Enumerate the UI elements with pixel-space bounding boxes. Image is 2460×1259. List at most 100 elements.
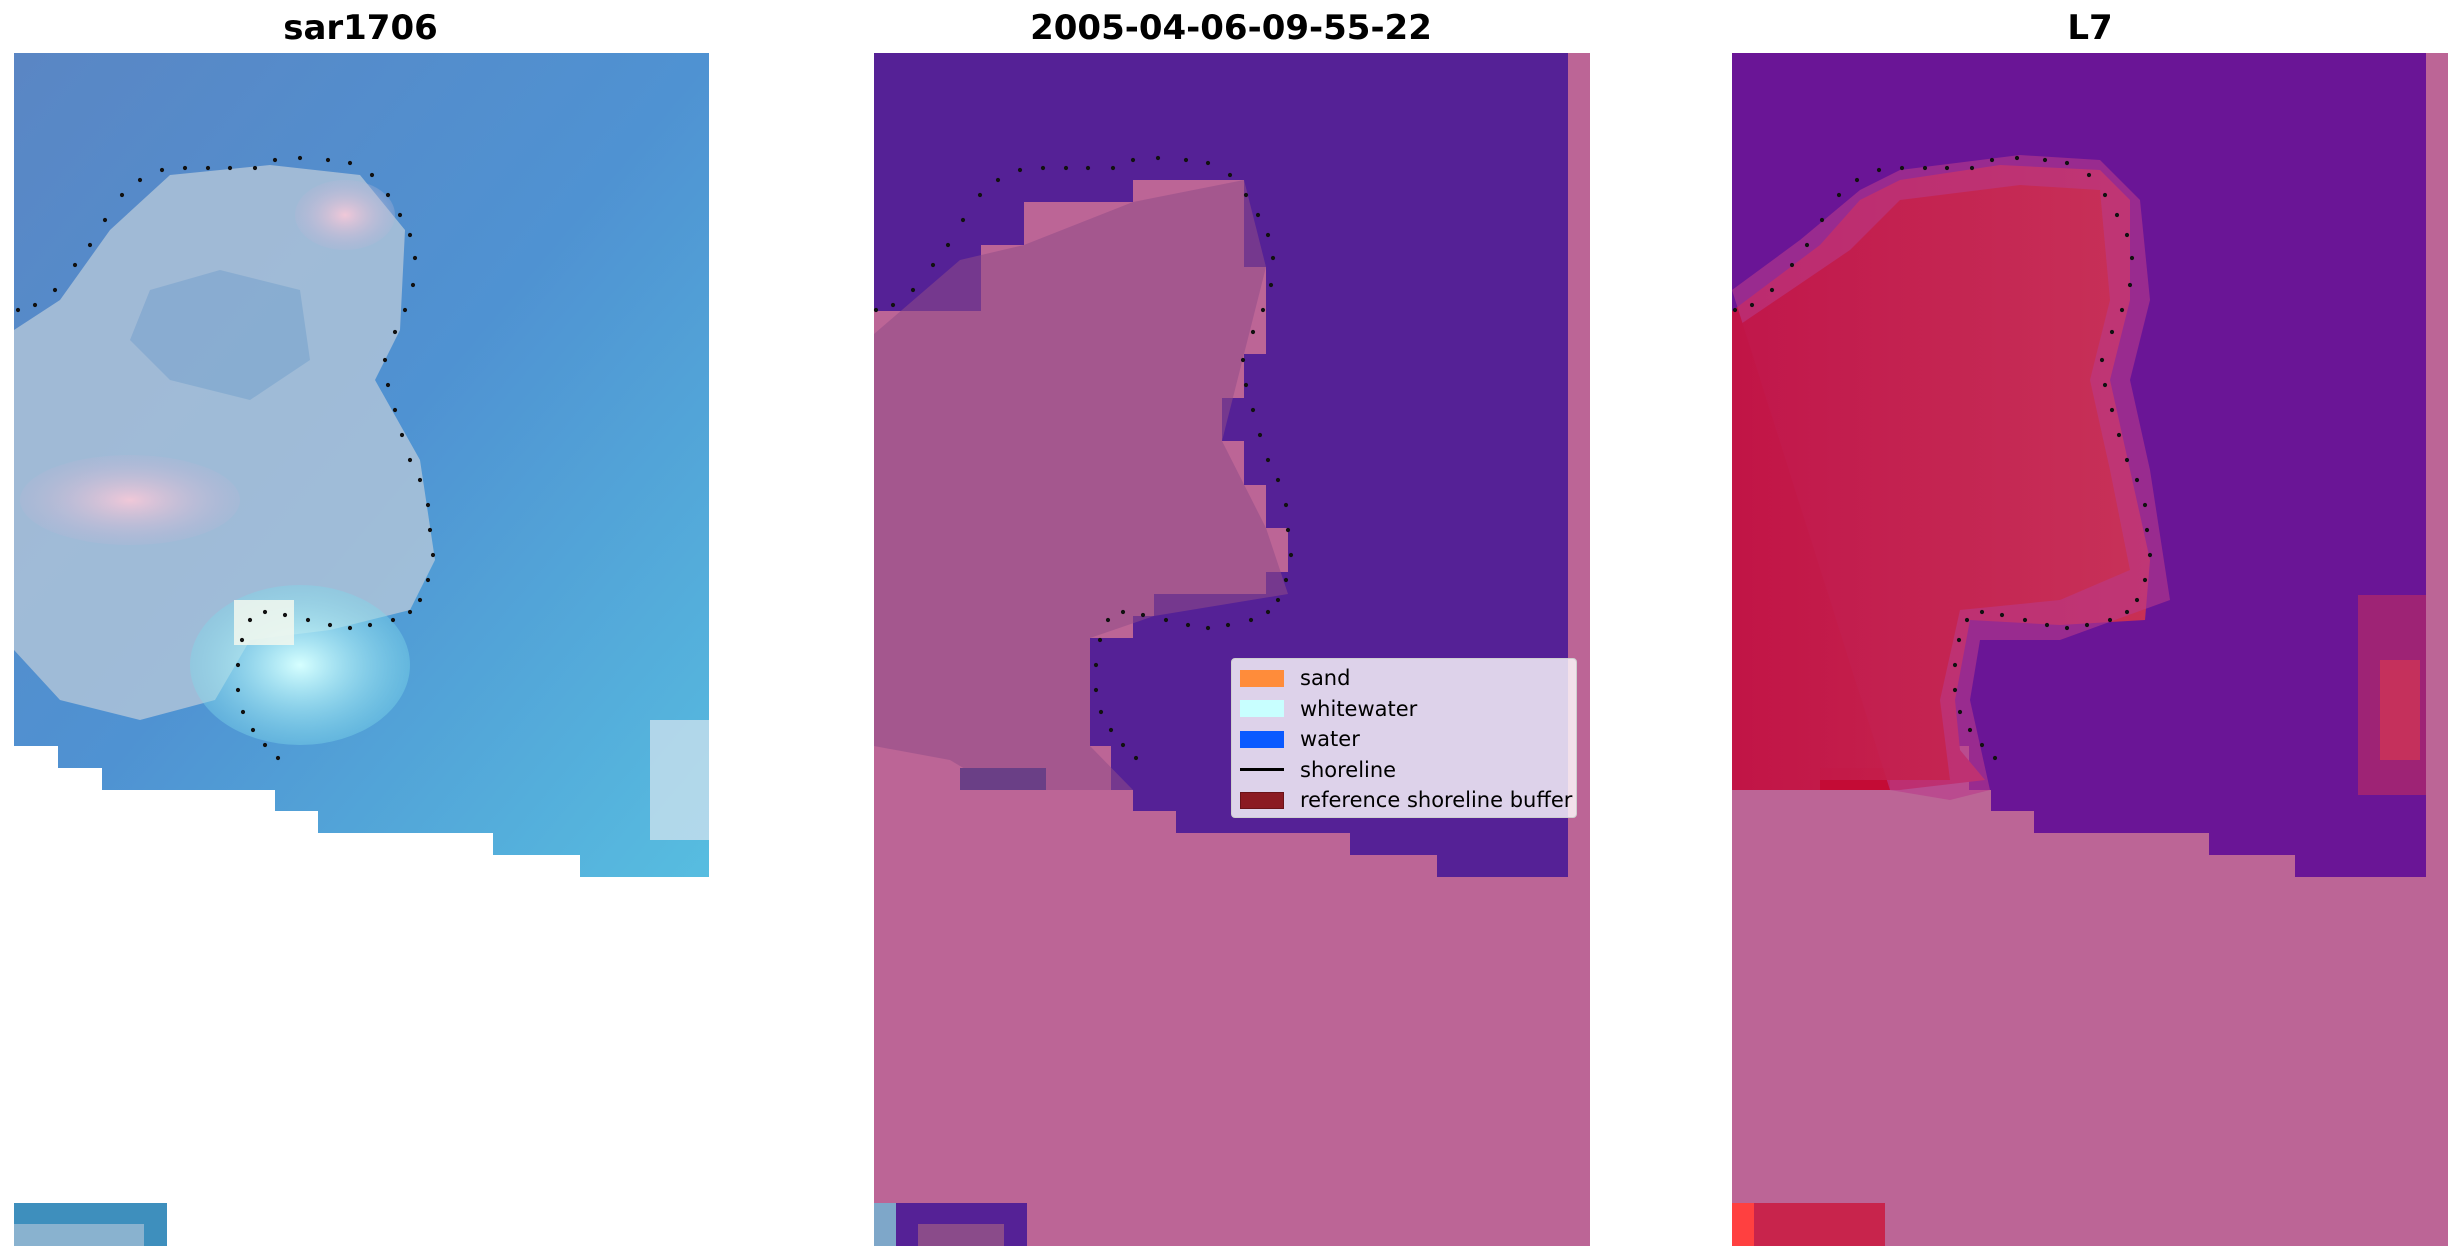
shoreline-dot [1163, 617, 1169, 623]
shoreline-dot [240, 709, 246, 715]
shoreline-dot [2127, 282, 2133, 288]
shoreline-dot [1205, 160, 1211, 166]
shoreline-dot [1283, 577, 1289, 583]
shoreline-dot [930, 262, 936, 268]
shoreline-dot [102, 217, 108, 223]
shoreline-dot [2109, 329, 2115, 335]
shoreline-dot [2119, 307, 2125, 313]
shoreline-dot [1979, 742, 1985, 748]
shoreline-dot [369, 172, 375, 178]
shoreline-dot [1063, 165, 1069, 171]
legend-label-water: water [1300, 727, 1360, 752]
shoreline-dot [1789, 262, 1795, 268]
shoreline-dot [1040, 165, 1046, 171]
shoreline-dot [2099, 357, 2105, 363]
shoreline-dot [427, 527, 433, 533]
shoreline-dot [235, 662, 241, 668]
shoreline-dot [1944, 165, 1950, 171]
legend-label-shoreline: shoreline [1300, 757, 1397, 782]
shoreline-dot [15, 307, 21, 313]
shoreline-dot [2142, 502, 2148, 508]
shoreline-dot [1110, 165, 1116, 171]
shoreline-dot [2124, 457, 2130, 463]
shoreline-dot [1899, 165, 1905, 171]
shoreline-dot [1952, 662, 1958, 668]
shoreline-dot [239, 637, 245, 643]
shoreline-dot [1260, 307, 1266, 313]
legend-item-whitewater: whitewater [1240, 694, 1568, 725]
shoreline-dot [1250, 407, 1256, 413]
shoreline-dot [385, 192, 391, 198]
legend-label-whitewater: whitewater [1300, 696, 1418, 721]
shoreline-dot [2044, 622, 2050, 628]
shoreline-dot [2107, 617, 2113, 623]
shoreline-dot [1956, 637, 1962, 643]
shoreline-dot [305, 617, 311, 623]
shoreline-dot [1288, 552, 1294, 558]
shoreline-dot [417, 477, 423, 483]
shoreline-dot [1769, 287, 1775, 293]
shoreline-dots-right [1732, 155, 2153, 761]
shoreline-dot [1105, 617, 1111, 623]
shoreline-dot [1108, 727, 1114, 733]
shoreline-dot [2134, 597, 2140, 603]
shoreline-dot [325, 157, 331, 163]
shoreline-dot [1265, 232, 1271, 238]
legend-item-shoreline: shoreline [1240, 755, 1568, 786]
shoreline-dot [392, 329, 398, 335]
shoreline-dot [2147, 552, 2153, 558]
shoreline-dot [397, 212, 403, 218]
shoreline-dot [250, 727, 256, 733]
shoreline-dot [1097, 637, 1103, 643]
shoreline-dot [2134, 477, 2140, 483]
shoreline-dot [1250, 329, 1256, 335]
shoreline-dot [1227, 172, 1233, 178]
legend: sand whitewater water shoreline referenc… [1231, 658, 1577, 818]
shoreline-dot [227, 165, 233, 171]
shoreline-dot [72, 262, 78, 268]
shoreline-dot [119, 192, 125, 198]
shoreline-dot [382, 357, 388, 363]
shoreline-dot [235, 687, 241, 693]
rgb-image-panel [14, 53, 709, 1246]
shoreline-dot [52, 287, 58, 293]
legend-label-reference-buffer: reference shoreline buffer [1300, 788, 1573, 813]
shoreline-dot [1155, 155, 1161, 161]
shoreline-dot [1749, 302, 1755, 308]
shoreline-dot [262, 609, 268, 615]
index-panel [1732, 53, 2448, 1246]
shoreline-dot [1120, 609, 1126, 615]
shoreline-dot [2022, 617, 2028, 623]
shoreline-dot [1804, 242, 1810, 248]
legend-item-sand: sand [1240, 663, 1568, 694]
shoreline-dots-left [15, 155, 436, 761]
shoreline-dot [2142, 577, 2148, 583]
shoreline-dot [87, 242, 93, 248]
legend-item-water: water [1240, 724, 1568, 755]
shoreline-dot [1255, 212, 1261, 218]
shoreline-dot [2124, 609, 2130, 615]
shoreline-dot [1093, 687, 1099, 693]
shoreline-dot [1270, 255, 1276, 261]
shoreline-dot [1969, 165, 1975, 171]
shoreline-dot [1120, 742, 1126, 748]
whitewater-swatch [1240, 700, 1284, 718]
shoreline-dot [2144, 527, 2150, 533]
shoreline-dot [2109, 407, 2115, 413]
legend-label-sand: sand [1300, 666, 1351, 691]
shoreline-dot [410, 282, 416, 288]
panel-title-right: L7 [2067, 8, 2113, 48]
shoreline-dot [2102, 382, 2108, 388]
shoreline-dot [247, 617, 253, 623]
shoreline-dot [1957, 709, 1963, 715]
shoreline-dot [910, 287, 916, 293]
shoreline-dot [2014, 155, 2020, 161]
shoreline-dot [1836, 192, 1842, 198]
shoreline-dot [1133, 755, 1139, 761]
shoreline-dot [425, 577, 431, 583]
shoreline-dot [2116, 432, 2122, 438]
shoreline-dot [1185, 622, 1191, 628]
shoreline-dot [182, 165, 188, 171]
shoreline-dot [2129, 255, 2135, 261]
shoreline-dot [1922, 165, 1928, 171]
